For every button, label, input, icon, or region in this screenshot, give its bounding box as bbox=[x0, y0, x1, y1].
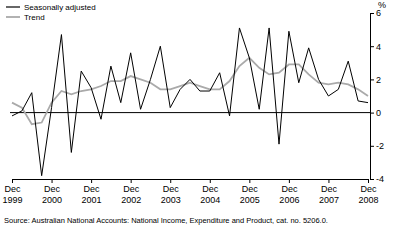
x-tick-mark bbox=[170, 179, 171, 183]
chart: -4-20246%Dec1999Dec2000Dec2001Dec2002Dec… bbox=[0, 0, 397, 227]
x-tick: Dec2004 bbox=[200, 179, 220, 205]
y-tick-label: 4 bbox=[376, 42, 381, 52]
y-axis-title: % bbox=[378, 0, 386, 10]
zero-line bbox=[10, 112, 370, 113]
x-tick-label: Dec1999 bbox=[2, 184, 22, 204]
x-tick-label: Dec2000 bbox=[42, 184, 62, 204]
y-tick: 2 bbox=[370, 75, 381, 85]
x-tick: Dec2000 bbox=[42, 179, 62, 205]
x-tick-label: Dec2007 bbox=[319, 184, 339, 204]
x-axis-line bbox=[13, 180, 369, 184]
legend-label: Seasonally adjusted bbox=[24, 3, 96, 12]
y-tick-mark bbox=[370, 13, 374, 14]
x-tick-label: Dec2004 bbox=[200, 184, 220, 204]
x-tick-label: Dec2003 bbox=[161, 184, 181, 204]
x-tick: Dec2003 bbox=[161, 179, 181, 205]
y-tick-label: 2 bbox=[376, 75, 381, 85]
x-tick-mark bbox=[131, 179, 132, 183]
y-tick-label: -4 bbox=[376, 174, 384, 184]
x-tick-label: Dec2006 bbox=[279, 184, 299, 204]
x-tick-mark bbox=[368, 179, 369, 183]
y-axis: -4-20246 bbox=[370, 8, 384, 184]
y-tick-mark bbox=[370, 46, 374, 47]
x-tick: Dec2002 bbox=[121, 179, 141, 205]
x-axis: Dec1999 Dec2000 Dec2001 Dec2002 Dec2003 Dec20… bbox=[2, 179, 378, 205]
source-note: Source: Australian National Accounts: Na… bbox=[4, 216, 328, 225]
y-tick-label: 0 bbox=[376, 108, 381, 118]
x-tick-mark bbox=[91, 179, 92, 183]
x-tick-mark bbox=[249, 179, 250, 183]
y-tick: 4 bbox=[370, 42, 381, 52]
y-axis-line bbox=[371, 14, 375, 180]
legend-swatch bbox=[6, 6, 20, 7]
x-tick-mark bbox=[210, 179, 211, 183]
x-tick: Dec2008 bbox=[358, 179, 378, 205]
y-tick-mark bbox=[370, 179, 374, 180]
x-tick: Dec2001 bbox=[82, 179, 102, 205]
y-tick-mark bbox=[370, 79, 374, 80]
x-tick-mark bbox=[12, 179, 13, 183]
x-tick: Dec2007 bbox=[319, 179, 339, 205]
y-tick-label: -2 bbox=[376, 141, 384, 151]
plot-area bbox=[12, 28, 368, 176]
legend-label: Trend bbox=[24, 13, 45, 22]
x-tick-mark bbox=[52, 179, 53, 183]
x-tick: Dec2005 bbox=[240, 179, 260, 205]
y-tick: -2 bbox=[370, 141, 384, 151]
y-tick: 0 bbox=[370, 108, 381, 118]
x-tick-label: Dec2002 bbox=[121, 184, 141, 204]
series-line bbox=[12, 28, 368, 176]
x-tick: Dec2006 bbox=[279, 179, 299, 205]
y-tick: -4 bbox=[370, 174, 384, 184]
x-tick-label: Dec2005 bbox=[240, 184, 260, 204]
legend: Seasonally adjustedTrend bbox=[6, 3, 96, 22]
legend-swatch bbox=[6, 16, 20, 18]
x-tick-mark bbox=[289, 179, 290, 183]
x-tick: Dec1999 bbox=[2, 179, 22, 205]
y-tick-mark bbox=[370, 146, 374, 147]
x-tick-label: Dec2008 bbox=[358, 184, 378, 204]
y-tick-mark bbox=[370, 113, 374, 114]
x-tick-mark bbox=[328, 179, 329, 183]
x-tick-label: Dec2001 bbox=[82, 184, 102, 204]
